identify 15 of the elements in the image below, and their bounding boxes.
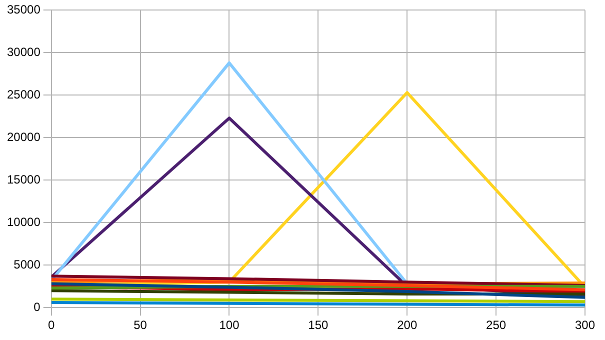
x-tick-label: 100: [219, 318, 240, 332]
x-tick-label: 250: [486, 318, 506, 332]
x-tick-label: 300: [574, 318, 596, 332]
y-tick-label: 15000: [6, 172, 41, 186]
x-tick-label: 150: [308, 318, 329, 332]
y-tick-label: 25000: [6, 87, 41, 102]
x-tick-label: 0: [48, 318, 56, 332]
y-tick-label: 20000: [6, 130, 41, 144]
y-tick-label: 5000: [14, 257, 41, 272]
y-tick-label: 30000: [6, 45, 41, 59]
x-tick-label: 200: [397, 318, 418, 332]
y-tick-label: 0: [34, 300, 41, 314]
y-tick-label: 35000: [6, 2, 41, 17]
x-tick-label: 50: [134, 318, 148, 332]
y-tick-label: 10000: [6, 214, 41, 229]
